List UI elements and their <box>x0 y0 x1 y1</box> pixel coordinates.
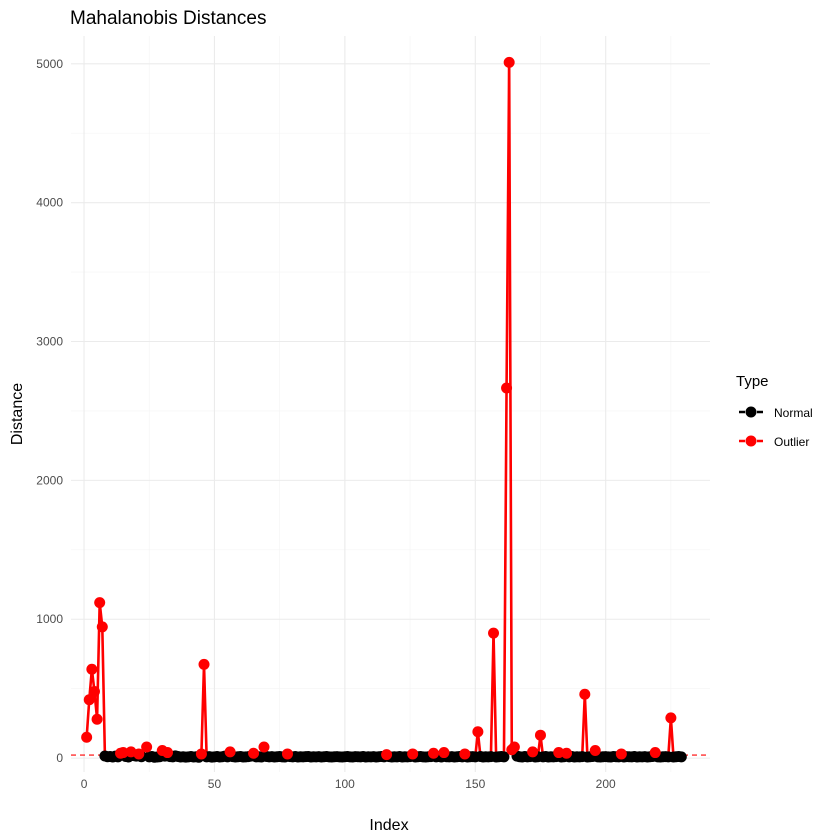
legend-key-normal-dot <box>745 406 757 418</box>
y-axis-title: Distance <box>9 383 26 445</box>
outlier-point <box>503 56 515 68</box>
x-tick-label: 200 <box>596 777 616 791</box>
outlier-point <box>459 748 471 760</box>
outlier-point <box>141 741 153 753</box>
outlier-point <box>248 747 260 759</box>
series-lines <box>85 61 683 759</box>
outlier-point <box>589 744 601 756</box>
outlier-point <box>615 748 627 760</box>
legend-label-normal: Normal <box>774 406 813 420</box>
outlier-point <box>81 731 93 743</box>
y-axis-ticks: 0 1000 2000 3000 4000 5000 <box>36 57 63 765</box>
outlier-point <box>281 748 293 760</box>
x-tick-label: 0 <box>81 777 88 791</box>
x-axis-title: Index <box>369 817 408 834</box>
chart-title: Mahalanobis Distances <box>70 8 266 29</box>
series-segment <box>669 716 675 759</box>
normal-point <box>498 751 510 763</box>
outlier-point <box>381 749 393 761</box>
normal-point <box>675 751 687 763</box>
outlier-point <box>86 663 98 675</box>
series-segment <box>85 698 91 739</box>
outlier-point <box>561 747 573 759</box>
y-tick-label: 1000 <box>36 612 63 626</box>
y-tick-label: 2000 <box>36 473 63 487</box>
data-points <box>81 56 687 763</box>
outlier-point <box>665 712 677 724</box>
outlier-point <box>579 688 591 700</box>
outlier-point <box>508 741 520 753</box>
series-segment <box>492 631 498 759</box>
outlier-point <box>472 726 484 738</box>
series-segment <box>583 692 589 759</box>
x-axis-ticks: 0 50 100 150 200 <box>81 777 616 791</box>
x-tick-label: 50 <box>208 777 222 791</box>
series-segment <box>100 625 107 758</box>
y-tick-label: 0 <box>56 751 63 765</box>
grid-lines <box>71 36 710 772</box>
legend-label-outlier: Outlier <box>774 435 809 449</box>
outlier-point <box>133 748 145 760</box>
outlier-point <box>162 747 174 759</box>
outlier-point <box>224 746 236 758</box>
legend: Type Normal Outlier <box>736 373 813 449</box>
y-tick-label: 4000 <box>36 196 63 210</box>
outlier-point <box>258 741 270 753</box>
outlier-point <box>96 621 108 633</box>
outlier-point <box>428 747 440 759</box>
outlier-point <box>88 685 100 697</box>
outlier-point <box>91 713 103 725</box>
outlier-point <box>534 729 546 741</box>
series-segment <box>95 601 101 721</box>
series-segment <box>502 386 508 759</box>
x-tick-label: 100 <box>335 777 355 791</box>
outlier-point <box>438 747 450 759</box>
outlier-point <box>649 747 661 759</box>
x-tick-label: 150 <box>465 777 485 791</box>
legend-title: Type <box>736 373 769 390</box>
outlier-point <box>195 748 207 760</box>
y-tick-label: 5000 <box>36 57 63 71</box>
legend-entry-outlier: Outlier <box>739 435 809 449</box>
outlier-point <box>198 658 210 670</box>
outlier-point <box>527 746 539 758</box>
legend-entry-normal: Normal <box>739 406 813 420</box>
outlier-point <box>94 597 106 609</box>
series-segment <box>507 61 514 752</box>
outlier-point <box>501 382 513 394</box>
legend-key-outlier-dot <box>745 435 757 447</box>
y-tick-label: 3000 <box>36 335 63 349</box>
series-segment <box>202 663 208 759</box>
outlier-point <box>407 748 419 760</box>
outlier-point <box>83 694 95 706</box>
outlier-point <box>488 627 500 639</box>
